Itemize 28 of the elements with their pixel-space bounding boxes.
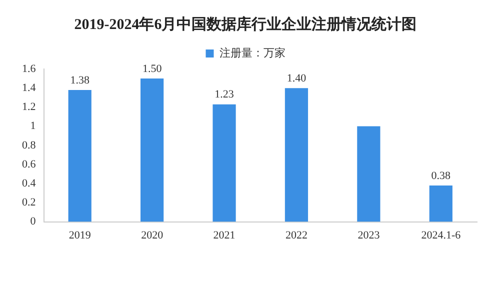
y-tick-label: 0.2	[22, 196, 36, 209]
bar	[429, 186, 452, 222]
chart-title: 2019-2024年6月中国数据库行业企业注册情况统计图	[74, 14, 417, 33]
x-tick-label: 2023	[358, 229, 380, 242]
x-tick-label: 2020	[141, 229, 164, 242]
bar	[357, 126, 380, 222]
y-tick-label: 1.4	[22, 82, 36, 94]
y-tick-label: 1.2	[22, 101, 36, 114]
data-label: 0.38	[431, 170, 452, 182]
bar	[212, 104, 236, 222]
x-tick-label: 2021	[213, 229, 236, 242]
y-tick-label: 0.8	[22, 139, 36, 152]
x-tick-label: 2022	[285, 229, 308, 242]
bar	[284, 88, 308, 222]
bar	[68, 90, 92, 222]
y-tick-label: 0	[30, 216, 36, 228]
x-tick-label: 2019	[68, 229, 92, 242]
legend-label: 注册量：万家	[219, 46, 286, 60]
y-tick-label: 0.4	[22, 177, 36, 190]
data-label: 1.50	[142, 62, 162, 75]
y-tick-label: 0.6	[22, 158, 36, 170]
data-label: 1.38	[70, 74, 90, 86]
data-label: 1.23	[214, 88, 234, 101]
data-label: 1.40	[286, 72, 307, 84]
x-tick-label: 2024.1-6	[421, 229, 462, 242]
y-tick-label: 1.6	[22, 62, 36, 75]
bar	[140, 78, 164, 222]
y-tick-label: 1	[30, 120, 36, 132]
